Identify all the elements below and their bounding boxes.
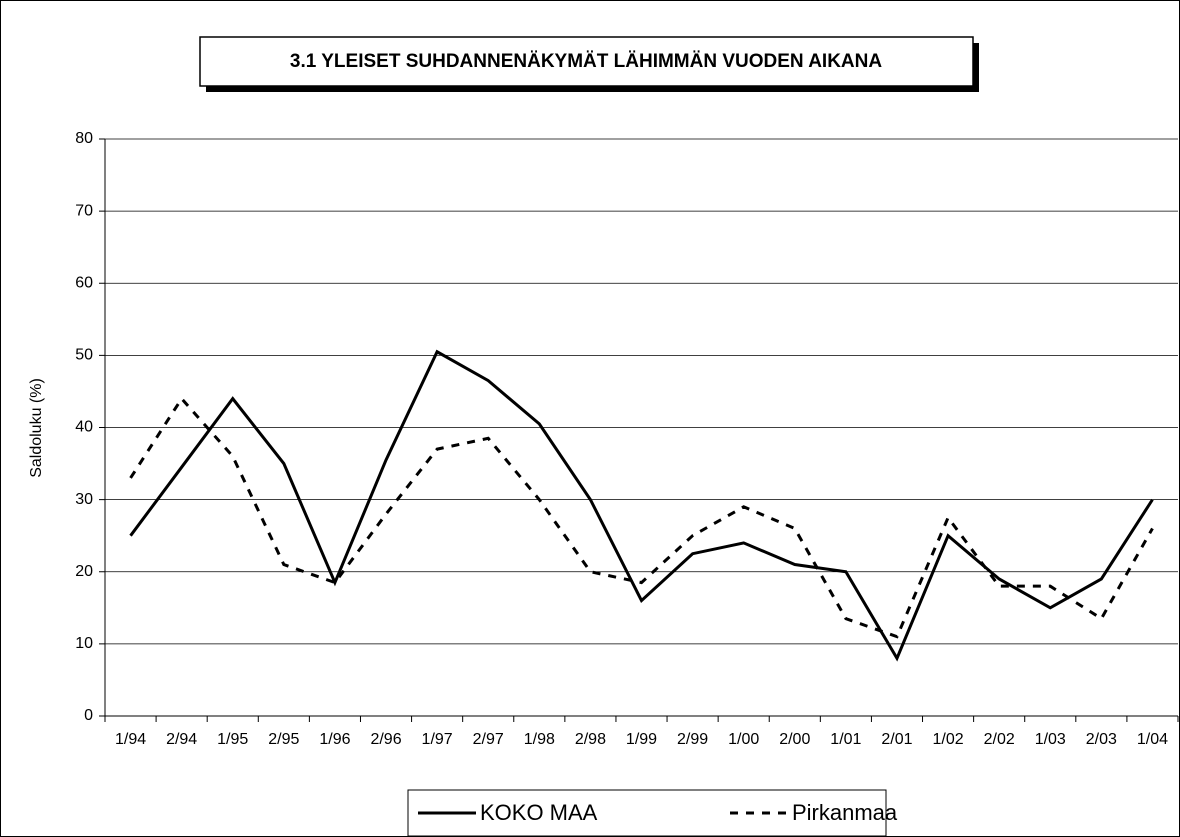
title-box	[199, 36, 974, 87]
chart-title: 3.1 YLEISET SUHDANNENÄKYMÄT LÄHIMMÄN VUO…	[290, 51, 882, 72]
legend-box	[407, 789, 887, 837]
x-tick-label: 2/98	[575, 731, 606, 748]
y-tick-label: 50	[75, 347, 93, 364]
y-tick-label: 0	[84, 707, 93, 724]
x-tick-label: 1/02	[933, 731, 964, 748]
x-tick-label: 2/96	[370, 731, 401, 748]
x-tick-label: 1/01	[830, 731, 861, 748]
x-tick-label: 2/94	[166, 731, 197, 748]
x-tick-label: 1/94	[115, 731, 146, 748]
y-tick-label: 10	[75, 635, 93, 652]
x-tick-label: 1/98	[524, 731, 555, 748]
legend-label: KOKO MAA	[480, 800, 598, 825]
x-tick-label: 2/99	[677, 731, 708, 748]
x-tick-label: 2/95	[268, 731, 299, 748]
x-tick-label: 1/00	[728, 731, 759, 748]
x-tick-label: 1/96	[319, 731, 350, 748]
x-tick-label: 2/03	[1086, 731, 1117, 748]
y-tick-label: 40	[75, 419, 93, 436]
y-tick-label: 60	[75, 274, 93, 291]
y-tick-label: 30	[75, 491, 93, 508]
y-tick-label: 80	[75, 130, 93, 147]
legend-label: Pirkanmaa	[792, 800, 898, 825]
x-tick-label: 1/04	[1137, 731, 1168, 748]
x-tick-label: 1/99	[626, 731, 657, 748]
y-axis-label: Saldoluku (%)	[28, 378, 45, 478]
x-tick-label: 1/95	[217, 731, 248, 748]
x-tick-label: 2/00	[779, 731, 810, 748]
y-tick-label: 70	[75, 202, 93, 219]
series-line	[129, 396, 1154, 639]
x-tick-label: 2/02	[984, 731, 1015, 748]
x-tick-label: 2/01	[881, 731, 912, 748]
x-tick-label: 1/03	[1035, 731, 1066, 748]
x-tick-label: 1/97	[422, 731, 453, 748]
y-tick-label: 20	[75, 563, 93, 580]
x-tick-label: 2/97	[473, 731, 504, 748]
